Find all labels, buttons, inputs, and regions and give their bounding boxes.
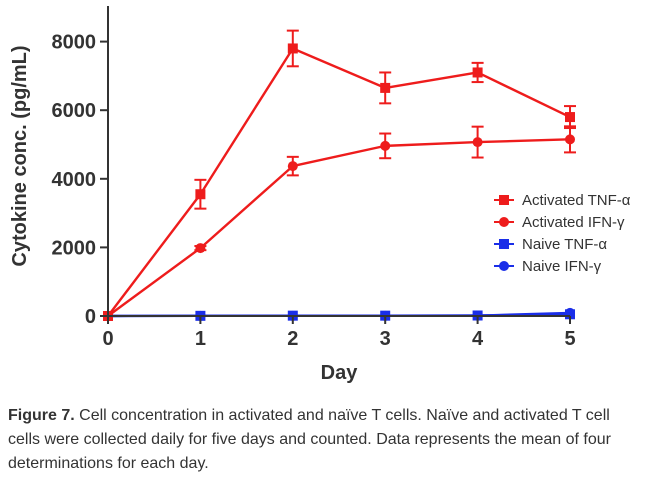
- legend-marker-circle: [499, 217, 509, 227]
- y-tick-label: 0: [85, 306, 96, 328]
- data-point-square: [287, 43, 298, 54]
- x-tick-label: 2: [287, 328, 298, 350]
- series-line: [107, 138, 571, 317]
- y-axis-title: Cytokine conc. (pg/mL): [9, 45, 31, 266]
- caption-text: Cell concentration in activated and naïv…: [8, 407, 611, 472]
- data-point-square: [472, 67, 483, 78]
- series-lines-group: [107, 47, 571, 318]
- figure-caption: Figure 7. Cell concentration in activate…: [8, 404, 644, 476]
- y-tick-label: 6000: [52, 100, 97, 122]
- caption-label: Figure 7.: [8, 407, 75, 424]
- data-point-square: [195, 189, 206, 200]
- y-tick-label: 8000: [52, 32, 97, 54]
- legend: Activated TNF-α Activated IFN-γ Naive TNF-…: [494, 192, 631, 275]
- legend-label: Activated IFN-γ: [522, 214, 625, 231]
- data-point-circle: [195, 243, 206, 254]
- legend-label: Activated TNF-α: [522, 192, 631, 209]
- legend-marker-circle: [499, 261, 509, 271]
- data-point-circle: [472, 137, 483, 148]
- error-bars-group: [194, 29, 576, 252]
- x-tick-label: 5: [564, 328, 575, 350]
- y-tick-label: 4000: [52, 169, 97, 191]
- legend-label: Naive TNF-α: [522, 236, 607, 253]
- y-tick-label: 2000: [52, 237, 97, 259]
- series-line: [107, 47, 571, 317]
- data-point-square: [565, 112, 575, 123]
- data-point-circle: [287, 161, 298, 172]
- y-axis-ticks: 0 2000 4000 6000 8000: [52, 32, 108, 328]
- data-point-circle: [380, 140, 391, 151]
- cytokine-chart: 0 2000 4000 6000 8000 0 1 2 3 4 5 Cytokine conc. …: [9, 6, 631, 384]
- data-point-circle: [565, 134, 575, 145]
- x-tick-label: 1: [195, 328, 206, 350]
- x-axis-ticks: 0 1 2 3 4 5: [102, 316, 576, 350]
- data-point-square: [380, 82, 391, 93]
- x-tick-label: 4: [472, 328, 484, 350]
- x-tick-label: 0: [102, 328, 113, 350]
- x-axis-title: Day: [321, 362, 359, 384]
- legend-marker-square: [499, 239, 509, 249]
- legend-label: Naive IFN-γ: [522, 258, 602, 275]
- x-tick-label: 3: [380, 328, 391, 350]
- legend-marker-square: [499, 195, 509, 205]
